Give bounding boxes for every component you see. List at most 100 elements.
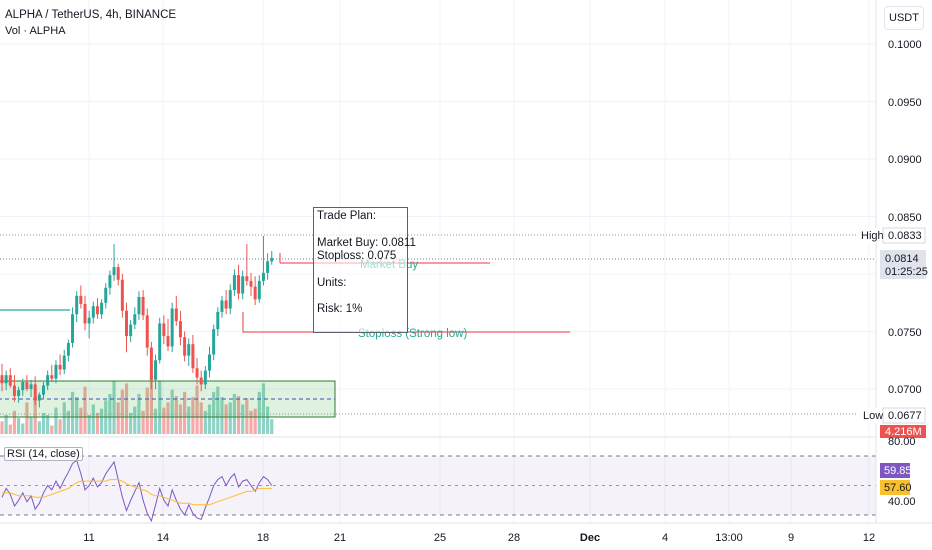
- trade-plan-risk: Risk: 1%: [317, 303, 363, 315]
- volume-bar: [0, 421, 4, 434]
- volume-bar: [91, 404, 95, 434]
- candle-body: [21, 382, 25, 391]
- candle-body: [241, 276, 245, 294]
- candle-body: [187, 344, 191, 356]
- volume-bar: [62, 402, 66, 434]
- time-tick-label: 11: [83, 532, 94, 544]
- trade-plan-title: Trade Plan:: [317, 210, 377, 222]
- candle-body: [12, 385, 16, 396]
- volume-bar: [4, 415, 8, 434]
- volume-bar: [120, 389, 124, 434]
- candle-body: [224, 300, 228, 309]
- candle-body: [46, 375, 50, 386]
- price-tick-label: 0.0950: [888, 97, 922, 109]
- volume-bar: [87, 415, 91, 434]
- volume-bar: [261, 383, 266, 434]
- volume-bar: [166, 402, 170, 434]
- volume-bar: [170, 389, 174, 434]
- candle-body: [237, 275, 241, 294]
- candle-body: [116, 267, 120, 280]
- candle-body: [162, 323, 166, 337]
- volume-bar: [178, 404, 183, 434]
- candle-body: [199, 377, 203, 385]
- volume-bar: [220, 397, 224, 434]
- time-tick-label: 12: [863, 532, 875, 544]
- volume-bar: [158, 381, 162, 434]
- rsi-value-bg: [880, 463, 910, 478]
- rsi-legend: RSI (14, close): [4, 447, 83, 461]
- demand-zone[interactable]: [0, 380, 336, 418]
- rsi-tick-label: 80.00: [888, 436, 916, 448]
- rsi-ma-line: [2, 479, 272, 506]
- volume-bar: [199, 402, 203, 434]
- candle-body: [174, 308, 178, 322]
- price-axis[interactable]: 0.1000 0.0950 0.0900 0.0850 0.0750 0.0700 High…: [857, 0, 932, 550]
- volume-bar: [228, 402, 232, 434]
- candle-body: [112, 267, 116, 276]
- candle-body: [220, 300, 224, 312]
- candle-body: [129, 324, 133, 337]
- volume-bar: [236, 396, 241, 434]
- current-price-bg: [880, 250, 926, 279]
- volume-bar: [8, 424, 12, 434]
- volume-bar: [75, 397, 79, 434]
- candle-body: [71, 314, 75, 343]
- candle-body: [104, 287, 108, 303]
- volume-bar: [174, 396, 178, 434]
- trade-plan-market-buy: Market Buy: 0.0811: [317, 236, 416, 249]
- time-tick-label: 18: [257, 532, 269, 544]
- candle-body: [178, 321, 182, 338]
- candle-body: [79, 295, 83, 304]
- candlestick-series: [0, 236, 274, 408]
- candle-body: [58, 364, 62, 370]
- candle-body: [257, 280, 261, 300]
- candle-body: [66, 343, 70, 356]
- volume-bar: [25, 402, 29, 434]
- rsi-pane: [0, 455, 876, 523]
- volume-bar: [216, 386, 220, 434]
- currency-button[interactable]: USDT: [884, 6, 924, 30]
- candle-body: [232, 275, 236, 291]
- volume-bar: [133, 406, 137, 434]
- candle-body: [208, 354, 211, 371]
- candle-body: [25, 382, 29, 389]
- trade-plan-note[interactable]: Trade Plan: Market Buy: 0.0811 Stoploss:…: [313, 207, 416, 333]
- candle-body: [170, 308, 174, 347]
- candle-body: [95, 306, 99, 315]
- candle-body: [91, 306, 95, 318]
- volume-bar: [17, 418, 21, 434]
- candle-body: [4, 375, 8, 384]
- candle-body: [17, 390, 21, 396]
- candle-body: [203, 370, 207, 385]
- time-axis[interactable]: 11 14 18 21 25 28 Dec 4 13:00 9 12: [0, 522, 932, 544]
- volume-bar: [12, 410, 17, 434]
- candle-body: [50, 375, 54, 379]
- symbol-title: ALPHA / TetherUS, 4h, BINANCE: [5, 9, 177, 21]
- volume-bar: [129, 412, 133, 434]
- volume-value-bg: [880, 425, 926, 438]
- candle-body: [249, 280, 253, 287]
- volume-bar: [95, 412, 100, 434]
- candle-body: [266, 261, 270, 273]
- candle-body: [158, 323, 162, 361]
- time-tick-label: 9: [788, 532, 794, 544]
- volume-bar: [46, 415, 50, 434]
- volume-bar: [195, 385, 199, 434]
- candle-body: [108, 275, 112, 288]
- price-tick-label: 0.0850: [888, 212, 922, 224]
- volume-bar: [145, 387, 149, 434]
- candle-body: [261, 272, 265, 281]
- volume-bar: [224, 404, 228, 434]
- low-label-bg: [857, 408, 884, 423]
- volume-bar: [249, 410, 253, 434]
- candle-body: [245, 276, 249, 281]
- volume-bar: [212, 391, 216, 434]
- candle-body: [75, 295, 79, 315]
- volume-bar: [245, 398, 249, 434]
- candle-body: [270, 257, 274, 262]
- volume-value: 4.216M: [885, 426, 922, 438]
- high-value-bg: [882, 227, 926, 244]
- candle-body: [154, 360, 158, 380]
- volume-bar: [29, 417, 33, 434]
